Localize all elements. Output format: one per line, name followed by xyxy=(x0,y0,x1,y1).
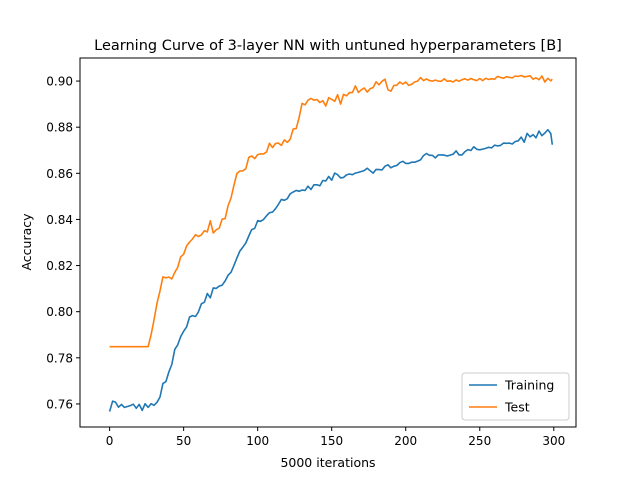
y-tick-label: 0.84 xyxy=(46,213,73,227)
legend-label-test: Test xyxy=(504,400,530,415)
legend: Training Test xyxy=(461,372,570,421)
y-tick-label: 0.76 xyxy=(46,397,73,411)
axes-frame xyxy=(79,57,577,428)
x-tick-label: 250 xyxy=(468,434,491,448)
y-tick-label: 0.78 xyxy=(46,351,73,365)
chart-title: Learning Curve of 3-layer NN with untune… xyxy=(94,38,562,54)
y-tick-label: 0.90 xyxy=(46,75,73,89)
legend-label-training: Training xyxy=(504,378,554,393)
y-tick-label: 0.86 xyxy=(46,167,73,181)
y-tick-label: 0.82 xyxy=(46,259,73,273)
x-tick-label: 100 xyxy=(246,434,269,448)
x-tick-label: 300 xyxy=(542,434,565,448)
plot-area xyxy=(108,74,554,412)
x-tick-label: 200 xyxy=(394,434,417,448)
y-axis-label: Accuracy xyxy=(19,213,34,271)
x-axis-ticks: 0 50 100 150 200 250 300 xyxy=(106,427,565,448)
y-tick-label: 0.80 xyxy=(46,305,73,319)
x-tick-label: 50 xyxy=(176,434,191,448)
y-axis-ticks: 0.76 0.78 0.80 0.82 0.84 0.86 0.88 0.90 xyxy=(46,75,80,411)
x-tick-label: 0 xyxy=(106,434,114,448)
series-line-training xyxy=(108,128,554,412)
series-line-test xyxy=(109,74,553,348)
x-tick-label: 150 xyxy=(320,434,343,448)
x-axis-label: 5000 iterations xyxy=(280,455,375,470)
y-tick-label: 0.88 xyxy=(46,121,73,135)
